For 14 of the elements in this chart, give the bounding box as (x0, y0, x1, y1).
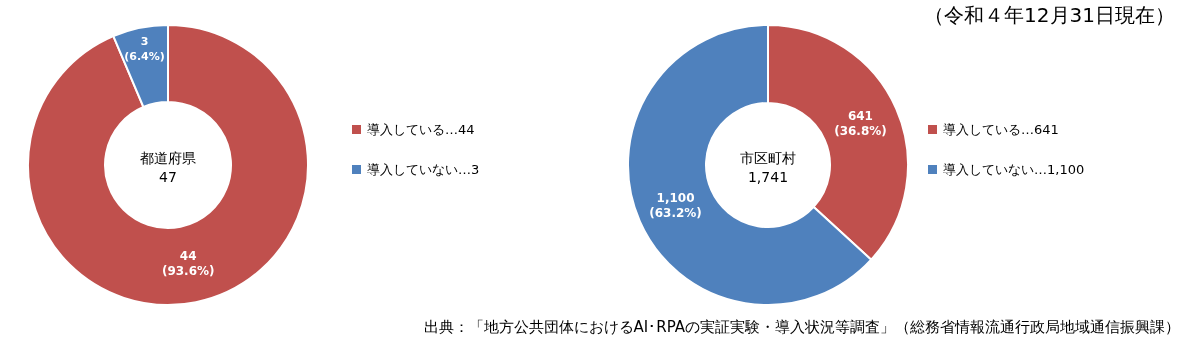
text: （令和４年12月31日現在） (924, 3, 1175, 27)
legend-label: 導入している…44 (367, 122, 475, 137)
data-label: 44 (93.6%) (161, 249, 215, 279)
legend-label: 導入していない…1,100 (943, 162, 1085, 177)
data-label: 641 (36.8%) (834, 109, 887, 139)
source-note: 出典：「地方公共団体におけるAI･RPAの実証実験・導入状況等調査」（総務省情報流通行政局地域通信振興課） (423, 318, 1180, 336)
data-label: 3 (6.4%) (124, 35, 165, 64)
text: 1,741 (747, 169, 789, 185)
legend-label: 導入していない…3 (367, 162, 480, 177)
legend-label: 導入している…641 (943, 122, 1059, 137)
text: 都道府県 (140, 150, 196, 166)
text: 市区町村 (740, 150, 796, 166)
data-label: 1,100 (63.2%) (649, 190, 702, 220)
text: 47 (159, 169, 177, 185)
